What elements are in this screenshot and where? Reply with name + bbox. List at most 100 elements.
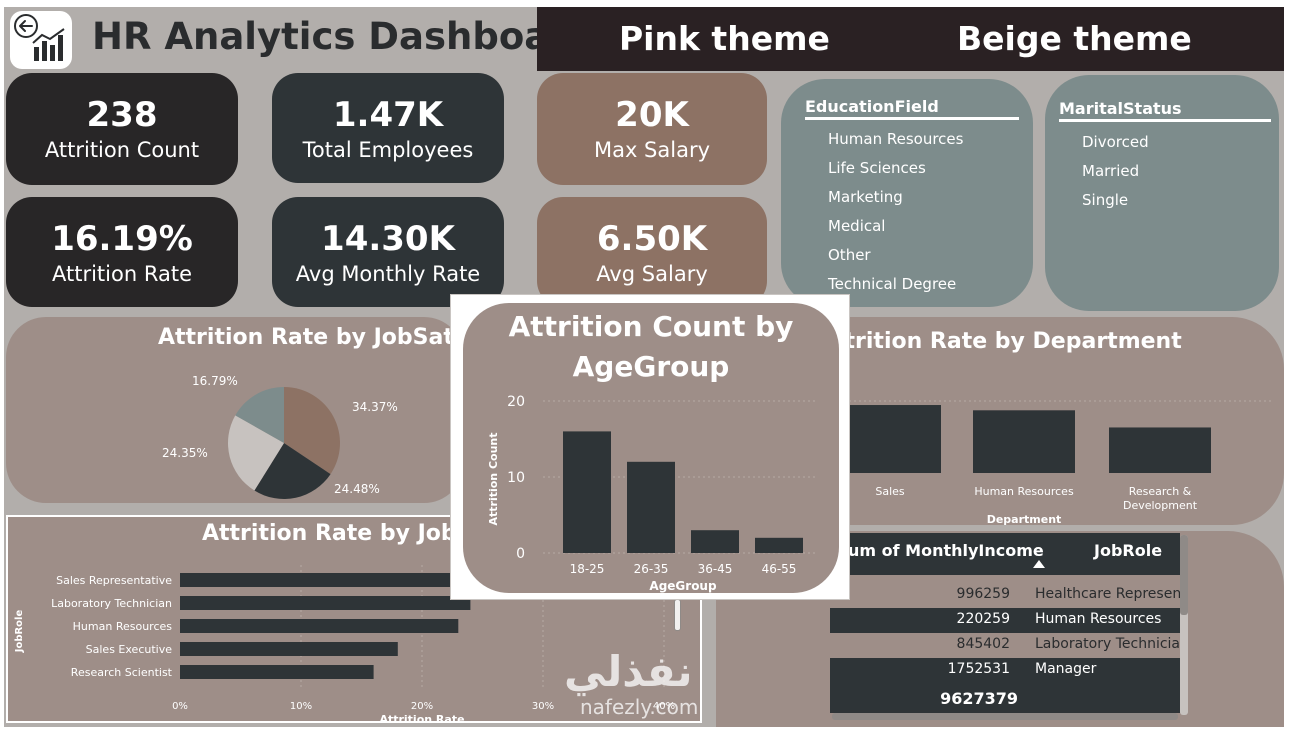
- table-row[interactable]: 996259 Healthcare Represent: [830, 583, 1180, 608]
- column-header-jobrole[interactable]: JobRole: [1094, 541, 1163, 560]
- category-label: 46-55: [762, 562, 797, 576]
- back-arrow-icon[interactable]: [13, 13, 39, 39]
- category-label: Laboratory Technician: [51, 597, 172, 610]
- bar: [691, 530, 739, 553]
- jobrole-cell: Human Resources: [1035, 611, 1162, 627]
- category-label: Sales Representative: [56, 574, 172, 587]
- kpi-label: Avg Monthly Rate: [295, 262, 481, 286]
- bar: [180, 642, 398, 656]
- agegroup-panel: Attrition Count by AgeGroup 0 10 20 18-25 26…: [463, 303, 839, 593]
- x-tick-label: 30%: [532, 701, 554, 712]
- y-tick-label: 20: [507, 394, 525, 410]
- dashboard-canvas: HR Analytics Dashboard Pink theme Beige …: [4, 7, 1284, 727]
- slicer-item-marketing[interactable]: Marketing: [828, 188, 903, 206]
- pie-slice: [235, 387, 284, 443]
- kpi-attrition-count: 238 Attrition Count: [6, 73, 238, 185]
- pink-theme-button[interactable]: Pink theme: [619, 19, 830, 58]
- slicer-item-technical-degree[interactable]: Technical Degree: [828, 275, 957, 293]
- pie-slice: [227, 415, 284, 491]
- beige-theme-button[interactable]: Beige theme: [957, 19, 1192, 58]
- panel-title: Attrition Rate by JobSatis: [158, 325, 475, 350]
- category-label: Development: [1123, 499, 1198, 512]
- y-axis-title: JobRole: [14, 610, 25, 654]
- pie-chart: 34.37% 24.48% 24.35% 16.79%: [162, 374, 398, 499]
- category-label: 26-35: [634, 562, 669, 576]
- pie-slice: [254, 443, 331, 499]
- watermark: نفذلي nafezly.com: [564, 647, 698, 719]
- y-tick-label: 10: [507, 470, 525, 486]
- bar: [180, 665, 374, 679]
- kpi-label: Max Salary: [593, 138, 711, 162]
- page-title: HR Analytics Dashboard: [92, 15, 594, 58]
- kpi-label: Avg Salary: [596, 262, 708, 286]
- table-row[interactable]: 220259 Human Resources: [830, 608, 1180, 633]
- logo: [10, 11, 72, 69]
- category-label: Sales Executive: [86, 643, 173, 656]
- panel-title: Attrition Count by AgeGroup: [508, 310, 794, 383]
- theme-bar: Pink theme Beige theme: [537, 7, 1284, 71]
- kpi-attrition-rate: 16.19% Attrition Rate: [6, 197, 238, 307]
- watermark-url: nafezly.com: [580, 695, 699, 719]
- x-axis-title: Attrition Rate: [379, 713, 464, 721]
- kpi-total-employees: 1.47K Total Employees: [272, 73, 504, 183]
- table-row[interactable]: 845402 Laboratory Technician: [830, 633, 1180, 658]
- chart-scrollbar[interactable]: [674, 599, 681, 631]
- department-panel: ttrition Rate by Department Sales Human R…: [824, 317, 1284, 525]
- sort-ascending-icon[interactable]: [1033, 560, 1045, 568]
- slicer-header: MaritalStatus: [1059, 99, 1182, 118]
- kpi-value: 6.50K: [596, 219, 708, 259]
- category-label: Human Resources: [974, 485, 1074, 498]
- kpi-avg-monthly-rate: 14.30K Avg Monthly Rate: [272, 197, 504, 307]
- table-total-row: 9627379: [830, 683, 1180, 713]
- bar: [839, 405, 941, 473]
- bar: [1109, 427, 1211, 473]
- pie-slice-label: 24.35%: [162, 446, 208, 460]
- slicer-divider: [805, 117, 1019, 120]
- y-tick-label: 0: [516, 546, 525, 562]
- pie-slice-label: 16.79%: [192, 374, 238, 388]
- category-label: 18-25: [570, 562, 605, 576]
- category-label: 36-45: [698, 562, 733, 576]
- jobrole-cell: Manager: [1035, 661, 1097, 677]
- category-label: Sales: [875, 485, 905, 498]
- kpi-value: 238: [86, 95, 158, 135]
- slicer-item-married[interactable]: Married: [1082, 162, 1140, 180]
- kpi-value: 14.30K: [321, 219, 455, 259]
- scrollbar-thumb[interactable]: [1180, 535, 1188, 615]
- jobsatisfaction-panel: Attrition Rate by JobSatis 34.37% 24.48% 2…: [6, 317, 474, 503]
- slicer-item-life-sciences[interactable]: Life Sciences: [828, 159, 926, 177]
- kpi-label: Attrition Rate: [52, 262, 192, 286]
- table-vertical-scrollbar[interactable]: [1180, 535, 1188, 715]
- slicer-item-divorced[interactable]: Divorced: [1082, 133, 1149, 151]
- x-axis-title: AgeGroup: [649, 579, 717, 593]
- pie-slice: [284, 387, 340, 475]
- bar: [180, 619, 459, 633]
- column-header-income[interactable]: um of MonthlyIncome: [848, 541, 1044, 560]
- income-cell: 845402: [956, 636, 1010, 652]
- jobrole-cell: Laboratory Technician: [1035, 636, 1180, 652]
- agegroup-bar-chart: 0 10 20 18-25 26-35 36-45 46-55 AgeGroup Attriti…: [487, 394, 815, 593]
- slicer-item-other[interactable]: Other: [828, 246, 871, 264]
- kpi-value: 1.47K: [332, 95, 444, 135]
- slicer-divider: [1059, 119, 1271, 122]
- x-tick-label: 20%: [411, 701, 433, 712]
- slicer-item-single[interactable]: Single: [1082, 191, 1129, 209]
- monthly-income-table: um of MonthlyIncome JobRole 996259 Healt…: [830, 533, 1180, 719]
- focus-mode-visual[interactable]: Attrition Count by AgeGroup 0 10 20 18-25 26…: [450, 294, 850, 600]
- bar: [755, 537, 803, 553]
- kpi-label: Total Employees: [302, 138, 474, 162]
- table-horizontal-scrollbar[interactable]: [832, 713, 1178, 720]
- table-row[interactable]: 1752531 Manager: [830, 658, 1180, 683]
- slicer-item-human-resources[interactable]: Human Resources: [828, 130, 964, 148]
- kpi-label: Attrition Count: [44, 138, 200, 162]
- slicer-header: EducationField: [805, 97, 939, 116]
- income-cell: 1752531: [947, 661, 1010, 677]
- total-income-value: 9627379: [940, 689, 1018, 708]
- x-tick-label: 10%: [290, 701, 312, 712]
- category-label: Research Scientist: [71, 666, 173, 679]
- income-cell: 996259: [956, 586, 1010, 602]
- bar: [563, 431, 611, 553]
- pie-slice-label: 24.48%: [334, 482, 380, 496]
- x-axis-title: Department: [987, 513, 1062, 525]
- slicer-item-medical[interactable]: Medical: [828, 217, 886, 235]
